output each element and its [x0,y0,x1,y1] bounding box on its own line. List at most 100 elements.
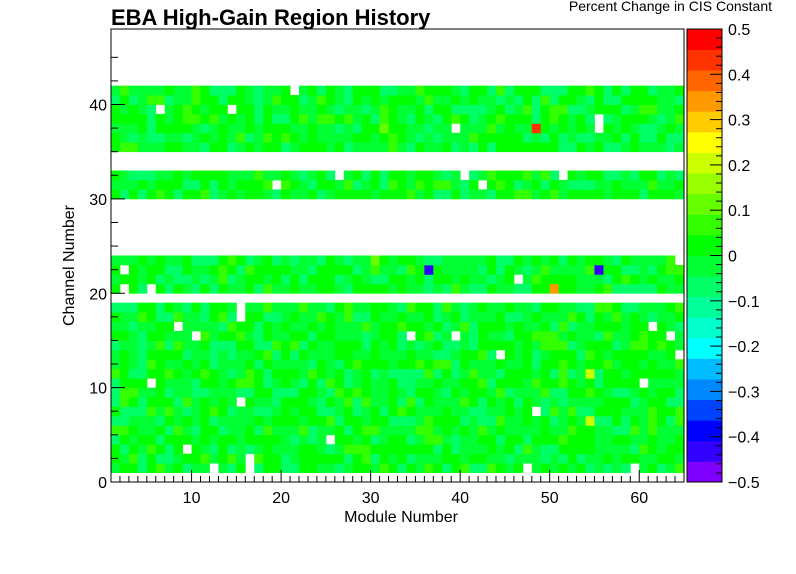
heatmap-cell [236,283,246,294]
heatmap-cell [630,406,640,417]
heatmap-cell [585,255,595,266]
heatmap-cell [585,387,595,398]
heatmap-cell [487,255,497,266]
heatmap-cell [164,453,175,464]
heatmap-cell [119,104,130,115]
heatmap-cell [182,349,192,360]
heatmap-cell [111,274,121,285]
heatmap-cell [164,255,175,266]
heatmap-cell [495,368,506,379]
heatmap-cell [531,170,542,181]
heatmap-cell [531,85,542,96]
heatmap-cell [316,368,327,379]
heatmap-cell [478,397,488,407]
heatmap-cell [128,283,139,294]
heatmap-cell [576,123,586,134]
heatmap-cell [469,302,479,313]
heatmap-cell [173,274,184,285]
heatmap-cell [424,415,434,426]
heatmap-cell [567,132,577,143]
heatmap-cell [218,463,228,473]
heatmap-cell [218,104,228,115]
heatmap-cell [191,368,201,379]
heatmap-cell [460,274,470,285]
heatmap-cell [173,255,184,266]
heatmap-cell [370,113,380,124]
heatmap-cell [379,312,389,322]
heatmap-cell [478,463,488,473]
heatmap-cell [254,321,264,332]
heatmap-cell [361,142,372,153]
heatmap-cell [451,349,461,360]
heatmap-cell [451,463,461,473]
heatmap-cell [540,180,551,190]
heatmap-cell [352,312,363,322]
heatmap-cell [227,283,237,294]
heatmap-cell [657,312,667,322]
heatmap-cell [612,387,622,398]
heatmap-cell [361,274,372,285]
heatmap-cell [603,170,613,181]
heatmap-cell [254,340,264,351]
heatmap-cell [576,132,586,143]
heatmap-cell [146,321,157,332]
heatmap-cell [424,463,434,473]
heatmap-cell [370,444,380,455]
heatmap-cell [397,142,407,153]
heatmap-cell [388,321,398,332]
heatmap-cell [594,132,604,143]
heatmap-cell [478,359,488,370]
heatmap-cell [290,359,300,370]
heatmap-cell [200,132,210,143]
heatmap-cell [540,359,551,370]
heatmap-cell [281,312,291,322]
heatmap-cell [487,283,497,294]
heatmap-cell [415,331,425,341]
heatmap-cell [200,255,210,266]
heatmap-cell [478,434,488,445]
heatmap-cell [603,397,613,407]
heatmap-cell [254,453,264,464]
heatmap-cell [415,349,425,360]
heatmap-cell [164,170,175,181]
heatmap-cell [558,397,569,407]
heatmap-cell [630,113,640,124]
heatmap-cell [621,359,631,370]
heatmap-cell [343,434,354,445]
heatmap-cell [540,283,551,294]
heatmap-cell [164,180,175,190]
colorbar-segment [687,379,722,401]
heatmap-cell [227,349,237,360]
heatmap-cell [424,453,434,464]
heatmap-cell [415,406,425,417]
heatmap-cell [272,331,282,341]
heatmap-cell [415,189,425,200]
heatmap-cell [433,85,443,96]
heatmap-cell [666,170,676,181]
heatmap-cell [504,340,515,351]
heatmap-cell [648,368,658,379]
heatmap-cell [164,264,175,275]
heatmap-cell [666,368,676,379]
heatmap-cell [451,85,461,96]
heatmap-cell [576,302,586,313]
heatmap-cell [325,283,336,294]
heatmap-cell [576,406,586,417]
heatmap-cell [316,453,327,464]
heatmap-cell [128,406,139,417]
heatmap-cell [433,274,443,285]
heatmap-cell [406,444,416,455]
heatmap-cell [236,264,246,275]
heatmap-cell [227,113,237,124]
colorbar-segment [687,255,722,277]
heatmap-cell [155,378,166,389]
heatmap-cell [657,340,667,351]
heatmap-cell [522,368,533,379]
heatmap-cell [218,180,228,190]
heatmap-cell [299,463,309,473]
heatmap-cell [397,378,407,389]
heatmap-cell [585,321,595,332]
heatmap-cell [666,444,676,455]
heatmap-cell [361,434,372,445]
heatmap-cell [316,312,327,322]
